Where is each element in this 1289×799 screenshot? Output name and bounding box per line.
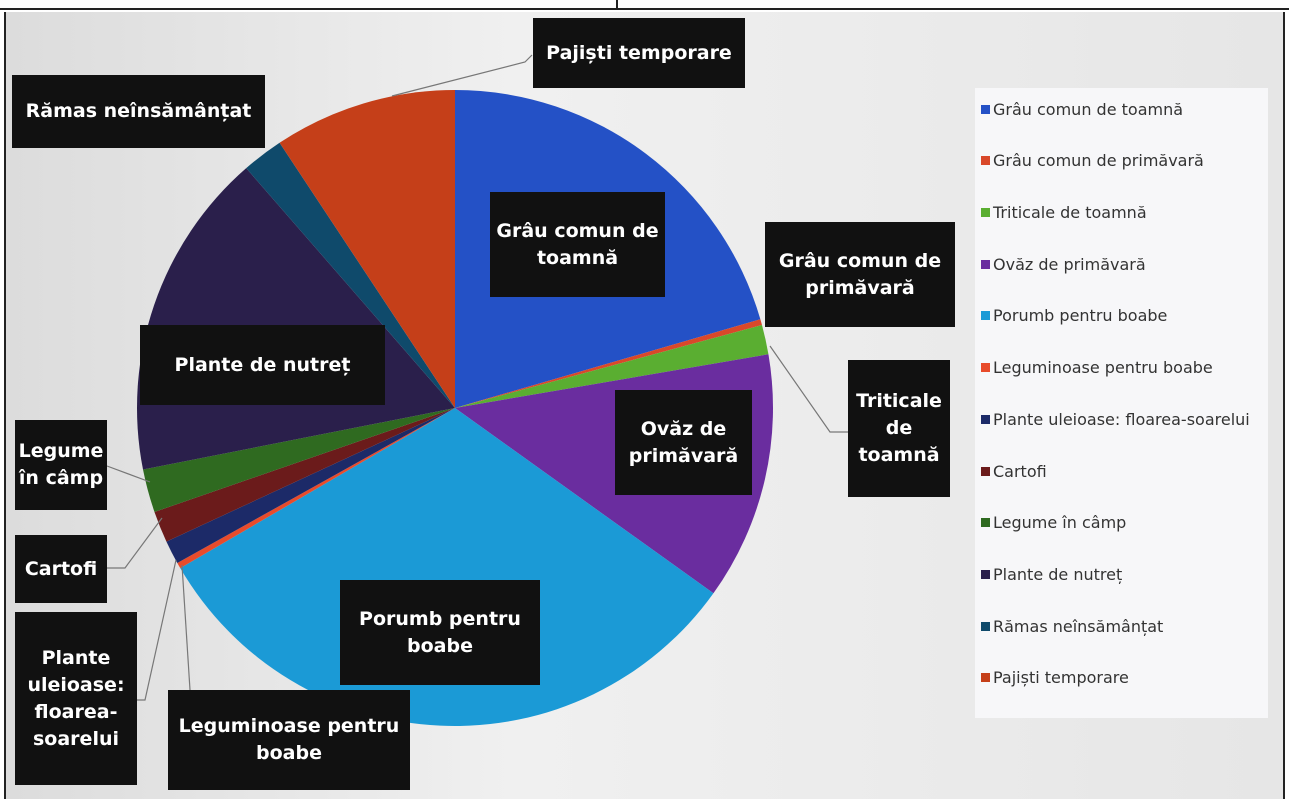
legend: Grâu comun de toamnă Grâu comun de primăv… (975, 88, 1268, 718)
legend-swatch (981, 673, 990, 682)
legend-swatch (981, 156, 990, 165)
leader-lines (106, 54, 848, 701)
legend-item: Plante de nutreț (981, 565, 1273, 584)
data-label: Ovăz de primăvară (615, 390, 752, 495)
legend-swatch (981, 311, 990, 320)
pie-slice (177, 408, 455, 569)
data-label: Grâu comun de toamnă (490, 192, 665, 297)
legend-item: Rămas neînsămânțat (981, 617, 1273, 636)
data-label: Leguminoase pentru boabe (168, 690, 410, 790)
legend-label: Grâu comun de toamnă (993, 100, 1184, 119)
legend-swatch (981, 260, 990, 269)
pie-slice (246, 142, 455, 408)
legend-label: Rămas neînsămânțat (993, 617, 1164, 636)
legend-item: Plante uleioase: floarea-soarelui (981, 410, 1273, 429)
legend-label: Plante uleioase: floarea-soarelui (993, 410, 1250, 429)
legend-label: Legume în câmp (993, 513, 1127, 532)
legend-label: Ovăz de primăvară (993, 255, 1146, 274)
legend-swatch (981, 570, 990, 579)
data-label: Legume în câmp (15, 420, 107, 510)
pie-slice (143, 408, 455, 512)
data-label: Cartofi (15, 535, 107, 603)
legend-swatch (981, 415, 990, 424)
legend-item: Porumb pentru boabe (981, 306, 1273, 325)
pie-slice (455, 325, 769, 408)
legend-item: Cartofi (981, 462, 1273, 481)
legend-label: Pajiști temporare (993, 668, 1129, 687)
legend-item: Grâu comun de primăvară (981, 151, 1273, 170)
data-label: Plante uleioase: floarea-soarelui (15, 612, 137, 785)
pie-slice (279, 90, 455, 408)
legend-item: Ovăz de primăvară (981, 255, 1273, 274)
pie-slice (180, 408, 714, 726)
data-label: Plante de nutreț (140, 325, 385, 405)
legend-item: Legume în câmp (981, 513, 1273, 532)
pie-slice (154, 408, 455, 542)
data-label: Porumb pentru boabe (340, 580, 540, 685)
legend-item: Leguminoase pentru boabe (981, 358, 1273, 377)
legend-swatch (981, 622, 990, 631)
legend-label: Triticale de toamnă (993, 203, 1147, 222)
legend-swatch (981, 208, 990, 217)
legend-label: Leguminoase pentru boabe (993, 358, 1213, 377)
legend-swatch (981, 467, 990, 476)
pie-slice (166, 408, 455, 563)
legend-label: Grâu comun de primăvară (993, 151, 1204, 170)
legend-label: Plante de nutreț (993, 565, 1123, 584)
legend-swatch (981, 518, 990, 527)
pie-slice (455, 319, 762, 408)
legend-label: Cartofi (993, 462, 1047, 481)
data-label: Rămas neînsămânțat (12, 75, 265, 148)
data-label: Pajiști temporare (533, 18, 745, 88)
legend-item: Triticale de toamnă (981, 203, 1273, 222)
legend-item: Pajiști temporare (981, 668, 1273, 687)
data-label: Grâu comun de primăvară (765, 222, 955, 327)
legend-swatch (981, 105, 990, 114)
data-label: Triticale de toamnă (848, 360, 950, 497)
legend-label: Porumb pentru boabe (993, 306, 1168, 325)
legend-item: Grâu comun de toamnă (981, 100, 1273, 119)
legend-swatch (981, 363, 990, 372)
